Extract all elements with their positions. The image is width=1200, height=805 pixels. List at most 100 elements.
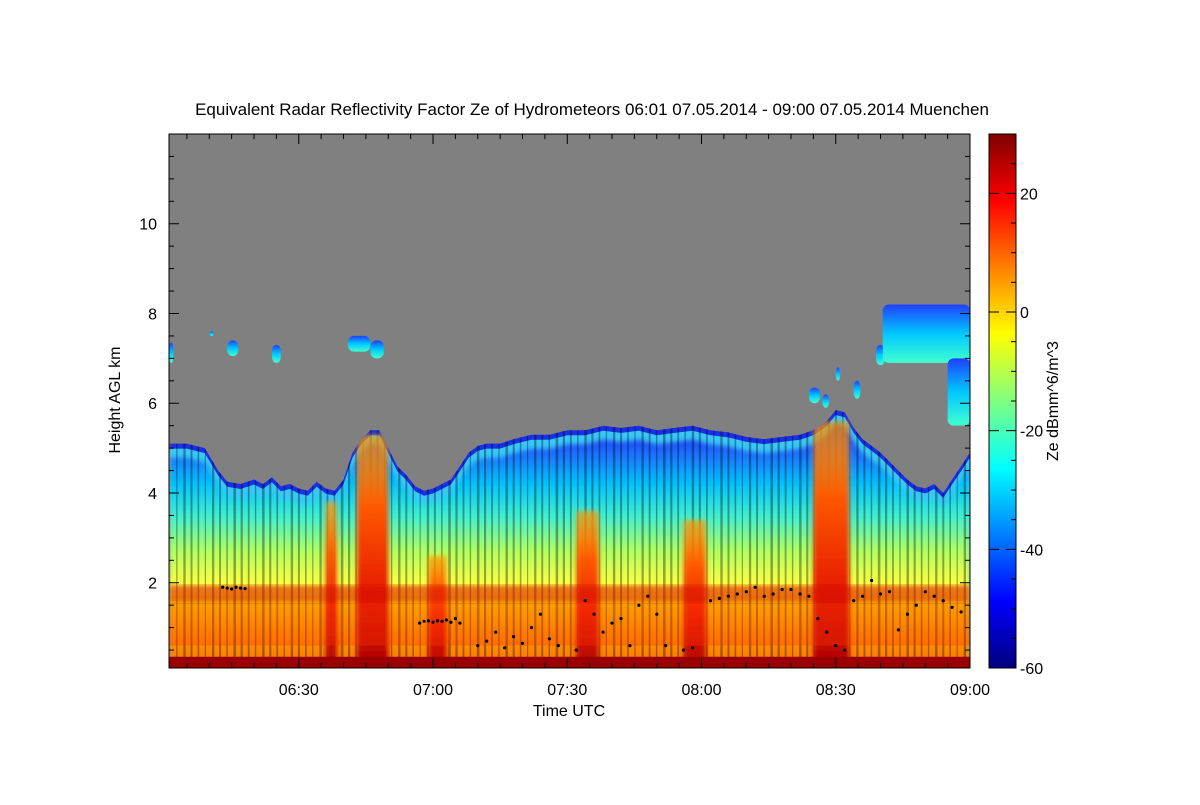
upper-cloud-patch: [853, 380, 861, 399]
fall-streak: [491, 410, 493, 668]
fall-streak: [176, 410, 178, 668]
colorbar-tick-label: 20: [1020, 186, 1038, 203]
fall-streak: [677, 410, 680, 668]
fall-streak: [297, 410, 300, 668]
cloud-base-point: [547, 637, 552, 641]
fall-streak: [212, 410, 215, 668]
upper-cloud-patch: [882, 304, 970, 363]
cloud-base-point: [655, 612, 659, 616]
fall-streak: [605, 410, 607, 668]
cloud-base-point: [230, 587, 234, 591]
fall-streak: [505, 410, 508, 668]
fall-streak: [412, 410, 414, 668]
cloud-base-point: [735, 592, 739, 596]
fall-streak: [770, 410, 773, 668]
fall-streak: [920, 410, 923, 668]
melting-layer: [169, 584, 970, 603]
upper-cloud-patch: [835, 367, 841, 381]
cloud-base-point: [529, 626, 534, 630]
cloud-base-markers: [221, 578, 963, 652]
cloud-base-point: [798, 592, 802, 596]
fall-streak: [534, 410, 537, 668]
x-tick-label: 08:00: [681, 682, 721, 699]
fall-streak: [927, 410, 930, 668]
fall-streak: [512, 410, 515, 668]
cloud-base-point: [458, 621, 462, 625]
upper-cloud-patch: [227, 340, 239, 357]
cloud-base-point: [682, 648, 686, 652]
cloud-base-point: [601, 630, 605, 634]
colorbar-tick-label: 0: [1020, 305, 1029, 322]
cloud-base-point: [637, 603, 641, 607]
y-tick-label: 8: [148, 306, 157, 323]
cloud-base-point: [494, 630, 498, 634]
cloud-base-point: [852, 599, 856, 603]
fall-streak: [627, 410, 629, 668]
fall-streak: [469, 410, 472, 668]
fall-streak: [956, 410, 958, 668]
cloud-base-point: [422, 619, 426, 623]
cloud-base-point: [225, 586, 229, 590]
colorbar: 20 0 -20 -40 -60: [988, 133, 1043, 678]
colorbar-label: Ze dBmm^6/m^3: [1045, 341, 1062, 461]
cloud-base-point: [628, 644, 632, 648]
cloud-base-point: [861, 594, 865, 598]
fall-streak: [462, 410, 465, 668]
fall-streak: [784, 410, 787, 668]
y-axis-label: Height AGL km: [107, 346, 124, 453]
fall-streak: [706, 410, 708, 668]
x-tick-label: 06:30: [279, 682, 319, 699]
upper-cloud-patches: [169, 304, 970, 426]
fall-streak: [670, 410, 673, 668]
upper-cloud-patch: [271, 344, 281, 363]
x-tick-label: 08:30: [816, 682, 856, 699]
cloud-body: [169, 410, 970, 668]
colorbar-tick-label: -60: [1020, 661, 1043, 678]
colorbar-tick-label: -20: [1020, 424, 1043, 441]
fall-streak: [319, 410, 322, 668]
fall-streak: [555, 410, 559, 668]
rain-layer: [169, 602, 970, 646]
cloud-base-point: [870, 578, 874, 583]
upper-cloud-patch: [209, 331, 214, 336]
fall-streak: [405, 410, 408, 668]
fall-streak: [219, 410, 221, 668]
fall-streak: [877, 410, 881, 668]
cloud-base-point: [538, 612, 543, 616]
cloud-base-point: [923, 590, 927, 594]
cloud-base-point: [221, 585, 225, 589]
fall-streak: [541, 410, 544, 668]
fall-streak: [863, 410, 866, 668]
fall-streak: [276, 410, 279, 668]
fall-streak: [663, 410, 666, 668]
cloud-base-point: [816, 617, 820, 621]
fall-streak: [856, 410, 859, 668]
fall-streak: [340, 410, 344, 668]
fall-streak: [892, 410, 894, 668]
fall-streak: [290, 410, 294, 668]
cloud-base-point: [843, 648, 847, 652]
plot-frame: [168, 133, 971, 669]
fall-streak: [433, 410, 436, 668]
cloud-base-point: [556, 644, 560, 648]
cloud-base-point: [780, 587, 784, 592]
cloud-base-point: [762, 594, 766, 598]
x-axis-label: Time UTC: [533, 703, 605, 720]
upper-cloud-patch: [370, 340, 384, 359]
fall-streak: [254, 410, 257, 668]
intense-column: [356, 434, 389, 668]
cloud-base-point: [453, 617, 457, 621]
fall-streak: [305, 410, 307, 668]
cloud-base-point: [583, 599, 587, 603]
fall-streak: [441, 410, 443, 668]
upper-cloud-patch: [947, 358, 970, 426]
fall-streak: [562, 410, 565, 668]
fall-streak: [519, 410, 522, 668]
cloud-base-point: [905, 612, 910, 616]
fall-streak: [312, 410, 314, 668]
fall-streak: [426, 410, 430, 668]
cloud-base-point: [426, 619, 431, 623]
fall-streak: [942, 410, 945, 668]
fall-streak: [269, 410, 272, 668]
fall-streak: [348, 410, 351, 668]
